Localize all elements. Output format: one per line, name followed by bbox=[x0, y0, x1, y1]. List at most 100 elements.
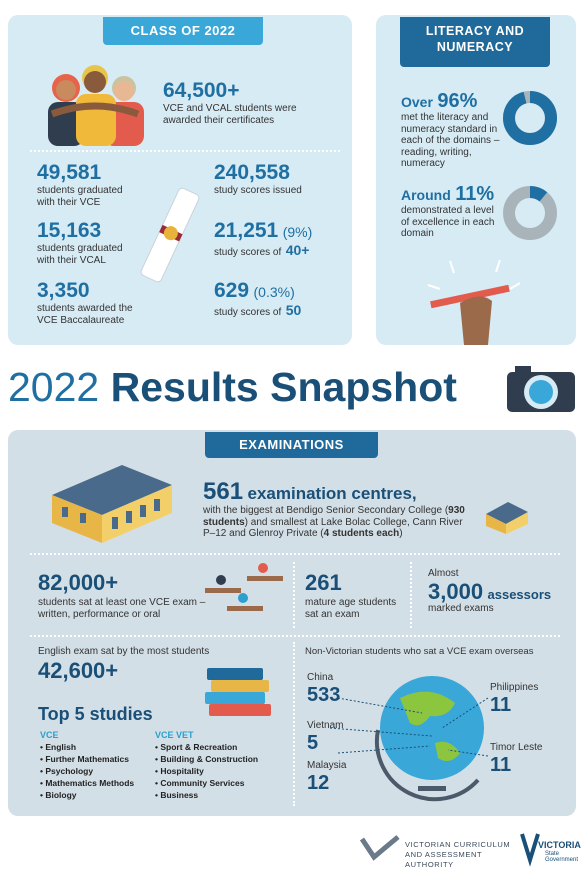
centres-headline: 561 examination centres, bbox=[203, 478, 417, 506]
literacy-percent: 96% bbox=[437, 90, 478, 112]
examinations-title: EXAMINATIONS bbox=[205, 432, 378, 458]
divider bbox=[30, 635, 560, 637]
exam-desks-illustration bbox=[205, 563, 283, 611]
score-value: 21,251 bbox=[214, 219, 279, 242]
globe-illustration bbox=[329, 676, 489, 802]
pencil bbox=[430, 284, 510, 309]
vce-heading: VCE bbox=[40, 730, 59, 740]
stat-value: 3,350 bbox=[37, 279, 90, 302]
score-label: study scores of bbox=[214, 247, 282, 258]
literacy-headline: Around 11% bbox=[401, 183, 494, 206]
assessors-headline: 3,000 assessors bbox=[428, 579, 551, 605]
detail-text: with the biggest at Bendigo Senior Secon… bbox=[203, 505, 449, 516]
book bbox=[205, 692, 265, 704]
country-name: Timor Leste bbox=[490, 742, 543, 753]
score-value: 240,558 bbox=[214, 161, 290, 184]
detail-emphasis: 4 students each bbox=[323, 528, 400, 539]
country-name: Malaysia bbox=[307, 760, 347, 771]
literacy-text: met the literacy and numeracy standard i… bbox=[401, 112, 500, 169]
score-percent: (9%) bbox=[282, 224, 313, 240]
study-item: Sport & Recreation bbox=[155, 741, 258, 753]
building-illustration bbox=[52, 465, 172, 543]
study-item: Psychology bbox=[40, 765, 134, 777]
donut-value bbox=[503, 91, 557, 145]
top-studies-title: Top 5 studies bbox=[38, 704, 153, 724]
certificates-label: VCE and VCAL students were awarded their… bbox=[163, 103, 297, 126]
score-value: 629 bbox=[214, 279, 250, 302]
score-threshold: 50 bbox=[285, 302, 302, 318]
study-item: Building & Construction bbox=[155, 753, 258, 765]
divider bbox=[410, 562, 412, 628]
assessors-value: 3,000 bbox=[428, 579, 484, 604]
books-illustration bbox=[205, 668, 271, 716]
score-line: 629 (0.3%) bbox=[214, 280, 295, 302]
victoria-logo bbox=[520, 833, 540, 867]
english-label: English exam sat by the most students bbox=[38, 646, 210, 657]
diploma-seal bbox=[163, 226, 178, 241]
student bbox=[238, 593, 248, 603]
victoria-name: VICTORIA bbox=[538, 840, 581, 850]
book bbox=[207, 668, 263, 680]
donut-track bbox=[503, 186, 557, 240]
mature-value: 261 bbox=[305, 570, 342, 595]
centres-label: examination centres, bbox=[247, 484, 417, 503]
globe bbox=[380, 676, 484, 780]
study-item: Hospitality bbox=[155, 765, 258, 777]
literacy-percent: 11% bbox=[455, 183, 495, 205]
book bbox=[211, 680, 269, 692]
detail-emphasis: 930 students bbox=[203, 505, 465, 528]
vce-vet-list: Sport & RecreationBuilding & Constructio… bbox=[155, 741, 258, 801]
stat-label: students awarded the VCE Baccalaureate bbox=[37, 303, 133, 326]
score-percent: (0.3%) bbox=[253, 284, 295, 300]
country-value: 5 bbox=[307, 732, 319, 754]
literacy-title: LITERACY AND NUMERACY bbox=[400, 17, 550, 67]
country-value: 533 bbox=[307, 684, 341, 706]
title-year: 2022 bbox=[8, 364, 100, 410]
roof bbox=[52, 465, 172, 515]
country-name: Philippines bbox=[490, 682, 539, 693]
divider bbox=[293, 562, 295, 628]
divider bbox=[293, 642, 295, 806]
vce-list: EnglishFurther MathematicsPsychologyMath… bbox=[40, 741, 134, 801]
wall bbox=[506, 512, 528, 534]
windows bbox=[62, 499, 160, 529]
pencil-hand-illustration bbox=[427, 259, 521, 345]
person-face bbox=[56, 80, 76, 100]
literacy-headline: Over 96% bbox=[401, 90, 477, 113]
camera-button bbox=[515, 366, 531, 374]
donut-value bbox=[503, 186, 557, 240]
book bbox=[209, 704, 271, 716]
country-value: 11 bbox=[490, 694, 512, 716]
study-item: Biology bbox=[40, 789, 134, 801]
hand bbox=[460, 296, 492, 345]
stat-value: 49,581 bbox=[37, 161, 102, 184]
diploma-illustration bbox=[140, 187, 200, 283]
assessors-prefix: Almost bbox=[428, 568, 459, 579]
victoria-government: State Government bbox=[545, 851, 579, 863]
vcaa-logo bbox=[359, 835, 400, 861]
literacy-prefix: Over bbox=[401, 94, 433, 110]
student bbox=[216, 575, 226, 585]
land bbox=[435, 741, 460, 762]
overseas-title: Non-Victorian students who sat a VCE exa… bbox=[305, 646, 534, 657]
detail-text: ) and smallest at Lake Bolac College, Ca… bbox=[203, 516, 463, 540]
country-value: 11 bbox=[490, 754, 512, 776]
globe-stand bbox=[374, 729, 480, 802]
study-item: Further Mathematics bbox=[40, 753, 134, 765]
study-item: Community Services bbox=[155, 777, 258, 789]
person-face bbox=[84, 71, 106, 93]
assessors-label: marked exams bbox=[428, 603, 494, 614]
literacy-text: demonstrated a level of excellence in ea… bbox=[401, 205, 495, 239]
arms bbox=[50, 102, 140, 118]
student bbox=[258, 563, 268, 573]
certificates-value: 64,500+ bbox=[163, 79, 240, 102]
vcaa-name: VICTORIAN CURRICULUM AND ASSESSMENT AUTH… bbox=[405, 840, 511, 869]
centres-value: 561 bbox=[203, 478, 244, 505]
globe-base bbox=[418, 786, 446, 791]
score-line: 21,251 (9%) bbox=[214, 220, 312, 242]
stat-label: students graduated with their VCAL bbox=[37, 243, 123, 266]
vcaa-tick bbox=[359, 835, 400, 861]
study-item: Mathematics Methods bbox=[40, 777, 134, 789]
